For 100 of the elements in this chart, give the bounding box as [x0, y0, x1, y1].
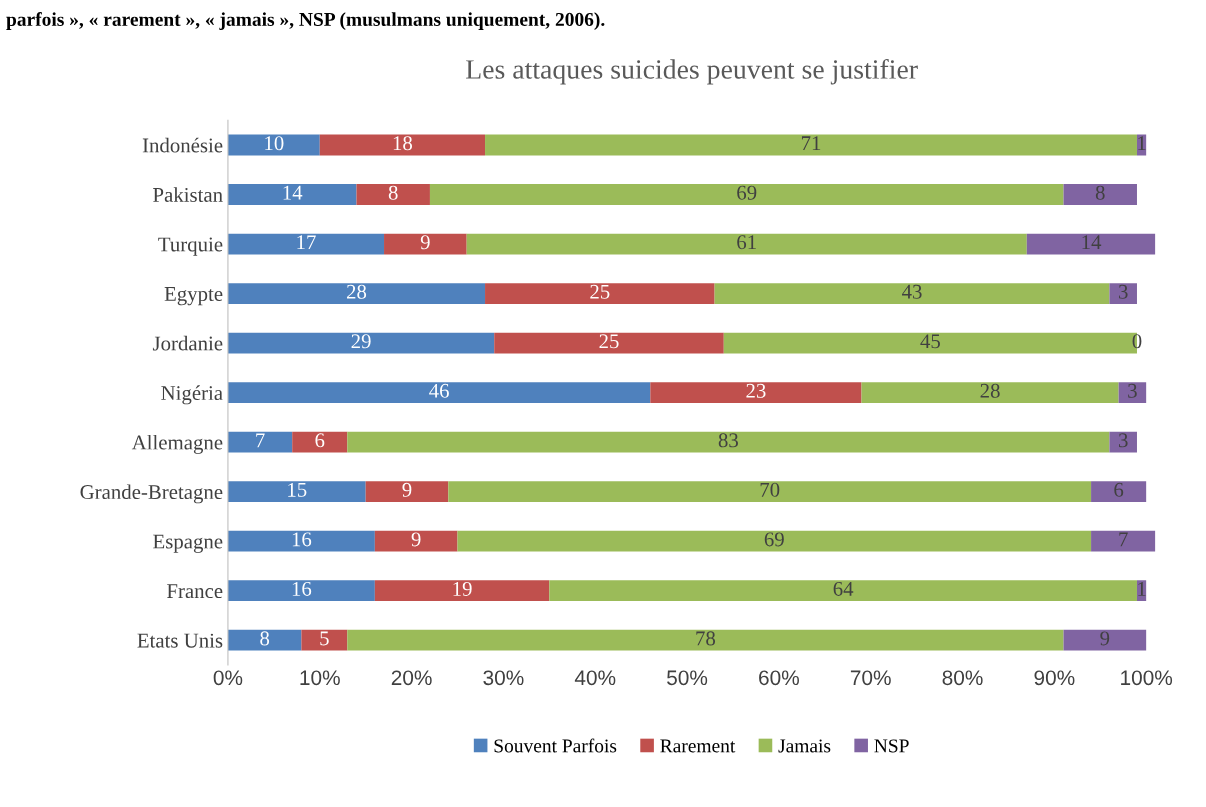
data-label: 1 — [1138, 136, 1146, 151]
data-label: 0 — [1132, 334, 1142, 349]
x-tick-label: 20% — [391, 670, 432, 686]
bar — [1109, 283, 1137, 304]
y-tick-label: Allemagne — [131, 434, 223, 454]
x-tick-label: 90% — [1034, 670, 1075, 686]
bar — [374, 580, 550, 602]
data-label: 8 — [1095, 185, 1105, 200]
bar — [457, 530, 1092, 552]
data-label: 78 — [696, 631, 716, 646]
bar — [1063, 184, 1137, 205]
data-label: 23 — [746, 383, 766, 398]
bar — [374, 530, 458, 552]
x-tick-label: 30% — [483, 670, 524, 686]
bar — [227, 629, 302, 651]
data-label: 46 — [429, 383, 449, 398]
data-label: 19 — [453, 581, 472, 596]
bar — [227, 134, 320, 156]
legend-label: Jamais — [778, 739, 831, 753]
bar — [227, 481, 366, 503]
bar — [227, 382, 651, 403]
bar — [365, 481, 449, 503]
data-label: 69 — [737, 185, 757, 200]
data-label: 9 — [411, 532, 421, 547]
data-label: 70 — [760, 482, 780, 497]
bar — [448, 481, 1092, 503]
bar — [227, 580, 375, 602]
y-tick-label: Nigéria — [161, 385, 223, 405]
bar — [429, 184, 1064, 205]
y-tick-label: Espagne — [153, 534, 223, 553]
bar — [549, 580, 1137, 602]
bar — [1109, 431, 1137, 453]
data-label: 3 — [1128, 383, 1137, 398]
bar — [347, 629, 1064, 651]
bar — [227, 431, 293, 453]
data-label: 25 — [590, 284, 610, 299]
x-tick-label: 100% — [1121, 670, 1173, 686]
bar — [227, 530, 375, 552]
y-tick-label: Grande-Bretagne — [80, 484, 223, 504]
data-label: 1 — [1138, 581, 1146, 596]
x-tick-label: 60% — [759, 670, 799, 686]
y-tick-label: Indonésie — [142, 137, 223, 153]
bar — [861, 382, 1119, 403]
bar — [1118, 382, 1147, 403]
data-label: 64 — [833, 581, 854, 596]
y-tick-label: France — [166, 584, 223, 599]
data-label: 6 — [315, 433, 325, 448]
data-label: 8 — [388, 185, 398, 200]
bar — [319, 134, 486, 156]
bar — [347, 431, 1110, 453]
bar — [1026, 233, 1156, 255]
bar — [485, 283, 715, 304]
data-label: 9 — [1100, 631, 1110, 646]
bar — [301, 629, 348, 651]
data-label: 83 — [718, 433, 738, 448]
y-tick-label: Pakistan — [153, 187, 223, 202]
data-label: 14 — [283, 185, 303, 200]
x-tick-label: 10% — [300, 670, 340, 686]
bar — [227, 332, 495, 354]
bar — [714, 283, 1110, 304]
bar — [1063, 629, 1147, 651]
data-label: 17 — [297, 235, 316, 250]
chart-title: Les attaques suicides peuvent se justifier — [466, 59, 918, 85]
data-label: 9 — [402, 482, 412, 497]
data-label: 5 — [320, 631, 329, 646]
data-label: 45 — [920, 334, 940, 349]
data-label: 18 — [393, 136, 413, 151]
data-label: 71 — [801, 136, 821, 151]
y-tick-label: Turquie — [158, 237, 223, 256]
bar — [1091, 530, 1156, 552]
y-tick-label: Etats Unis — [137, 633, 223, 648]
legend-label: NSP — [874, 739, 909, 753]
bar — [650, 382, 862, 403]
x-tick-label: 40% — [574, 670, 616, 686]
bar — [384, 233, 467, 255]
data-label: 8 — [260, 631, 270, 646]
bar — [227, 233, 385, 255]
x-tick-label: 0% — [213, 670, 243, 686]
bar — [466, 233, 1027, 255]
bar — [485, 134, 1137, 156]
bar — [292, 431, 348, 453]
y-tick-label: Egypte — [164, 287, 223, 306]
x-tick-label: 70% — [850, 670, 891, 686]
x-tick-label: 80% — [942, 670, 983, 686]
text: parfois », « rarement », « jamais », NSP (musulmans uniquement, 2006). — [6, 12, 605, 30]
data-label: 43 — [902, 284, 922, 299]
data-label: 28 — [346, 284, 367, 299]
legend-label: Rarement — [660, 739, 736, 753]
x-tick-label: 50% — [667, 670, 708, 686]
data-label: 3 — [1119, 433, 1128, 448]
bar — [227, 184, 357, 205]
data-label: 7 — [256, 433, 265, 448]
data-label: 61 — [737, 235, 756, 250]
y-tick-label: Jordanie — [152, 335, 223, 351]
data-label: 15 — [288, 482, 307, 497]
bar — [356, 184, 430, 205]
data-label: 6 — [1114, 482, 1124, 497]
data-label: 28 — [980, 383, 1000, 398]
legend-label: Souvent Parfois — [494, 738, 617, 753]
data-label: 10 — [265, 136, 284, 151]
